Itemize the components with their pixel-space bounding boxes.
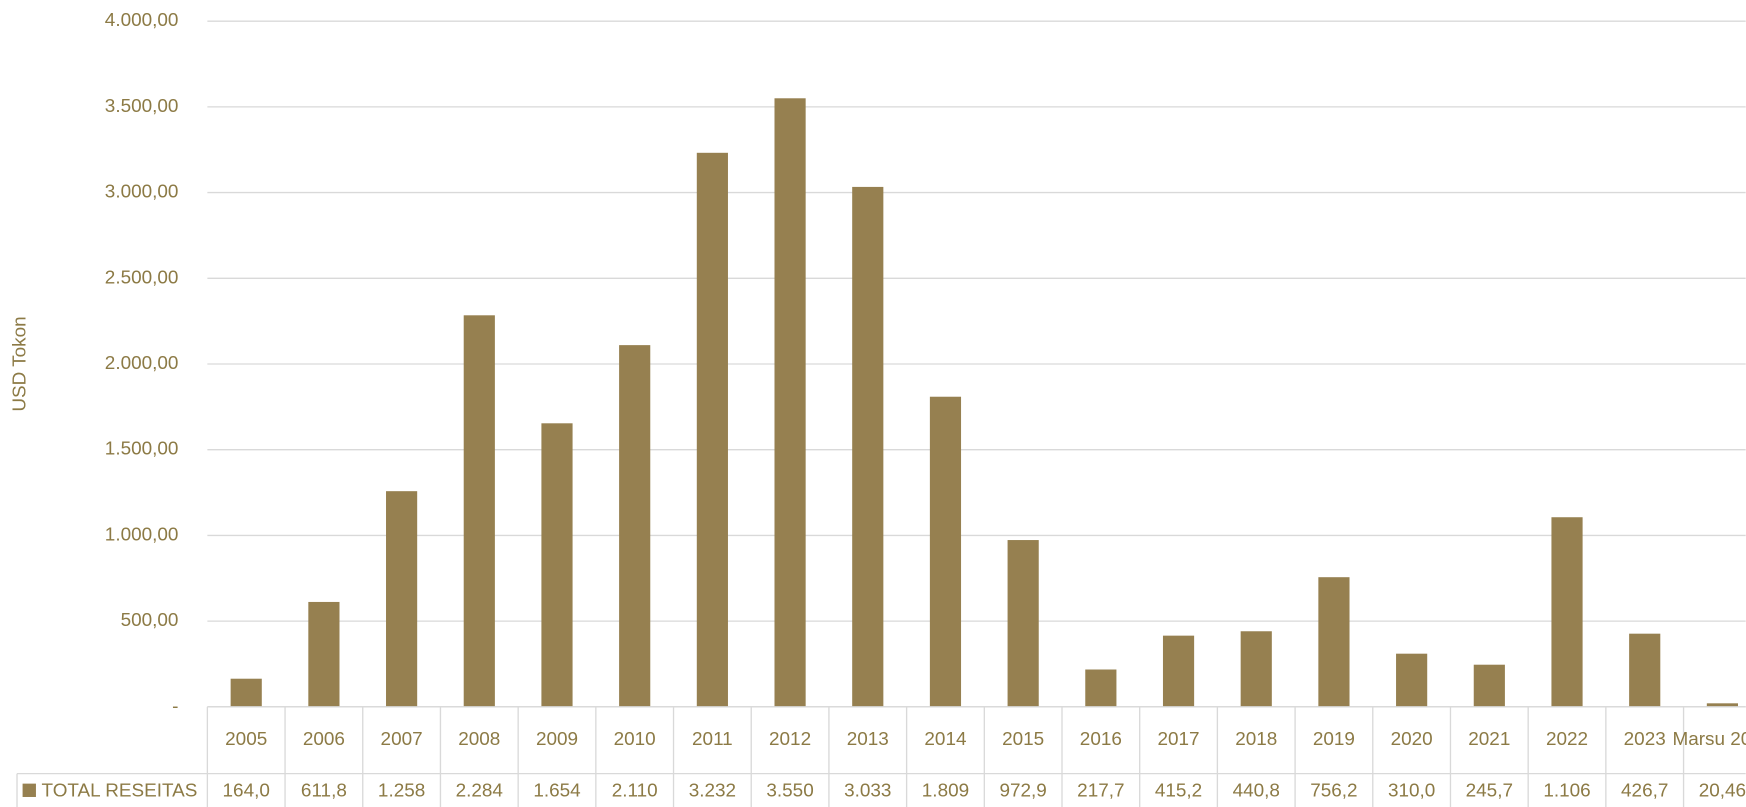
table-value: 3.033	[844, 780, 891, 801]
y-tick-label: 2.000,00	[105, 353, 179, 374]
table-value: 3.232	[689, 780, 736, 801]
table-value: 245,7	[1466, 780, 1513, 801]
y-tick-label: 3.000,00	[105, 182, 179, 203]
table-value: 1.258	[378, 780, 425, 801]
table-value: 440,8	[1233, 780, 1280, 801]
table-value: 2.284	[456, 780, 503, 801]
table-value: 1.809	[922, 780, 969, 801]
table-value: 20,46	[1699, 780, 1746, 801]
bar	[1007, 540, 1039, 707]
table-value: 756,2	[1310, 780, 1357, 801]
y-axis-title: USD Tokon	[9, 316, 30, 411]
bar	[1085, 669, 1117, 707]
table-value: 3.550	[766, 780, 813, 801]
table-value: 611,8	[301, 780, 347, 801]
x-tick-label: 2018	[1235, 729, 1277, 750]
bar	[774, 98, 806, 707]
table-value: 310,0	[1388, 780, 1435, 801]
x-tick-label: 2008	[458, 729, 500, 750]
table-value: 972,9	[1000, 780, 1047, 801]
x-tick-label: 2020	[1391, 729, 1433, 750]
y-tick-label: -	[172, 696, 178, 717]
y-tick-label: 1.000,00	[105, 524, 179, 545]
x-tick-label: 2019	[1313, 729, 1355, 750]
table-value: 1.654	[533, 780, 580, 801]
x-tick-label: 2014	[924, 729, 966, 750]
bar	[1706, 703, 1738, 707]
table-value: 164,0	[223, 780, 270, 801]
x-tick-label: 2022	[1546, 729, 1588, 750]
x-tick-label: 2015	[1002, 729, 1044, 750]
y-tick-label: 1.500,00	[105, 439, 179, 460]
bar	[541, 423, 573, 707]
x-tick-label: 2005	[225, 729, 267, 750]
bar	[1318, 577, 1350, 707]
bar	[696, 152, 728, 707]
bar	[1240, 631, 1272, 707]
bar	[308, 601, 340, 707]
x-tick-label: 2017	[1158, 729, 1200, 750]
x-tick-label: 2007	[381, 729, 423, 750]
bar	[1551, 517, 1583, 707]
bar	[230, 678, 262, 707]
legend-swatch	[22, 783, 36, 797]
bar	[929, 396, 962, 707]
x-tick-label: 2010	[614, 729, 656, 750]
table-value: 1.106	[1543, 780, 1590, 801]
table-value: 415,2	[1155, 780, 1202, 801]
x-tick-label: 2021	[1468, 729, 1510, 750]
x-tick-label: 2012	[769, 729, 811, 750]
legend-label: TOTAL RESEITAS	[42, 780, 198, 801]
x-tick-label: 2011	[692, 729, 733, 750]
y-tick-label: 3.500,00	[105, 96, 179, 117]
x-tick-label: 2009	[536, 729, 578, 750]
bar	[463, 315, 495, 707]
bar	[1162, 635, 1195, 707]
x-tick-label: 2023	[1624, 729, 1666, 750]
table-value: 2.110	[612, 780, 658, 801]
bar	[1396, 653, 1428, 707]
table-value: 217,7	[1077, 780, 1124, 801]
bar	[852, 186, 884, 707]
bar	[1629, 633, 1661, 707]
x-tick-label: 2006	[303, 729, 345, 750]
bar	[1473, 664, 1505, 707]
y-tick-label: 4.000,00	[105, 10, 179, 31]
x-tick-label: 2016	[1080, 729, 1122, 750]
x-tick-label: Marsu 2024	[1672, 729, 1746, 750]
y-tick-label: 2.500,00	[105, 267, 179, 288]
bar	[619, 345, 651, 707]
bar	[386, 491, 418, 707]
x-tick-label: 2013	[847, 729, 889, 750]
y-tick-label: 500,00	[121, 610, 179, 631]
table-value: 426,7	[1621, 780, 1668, 801]
